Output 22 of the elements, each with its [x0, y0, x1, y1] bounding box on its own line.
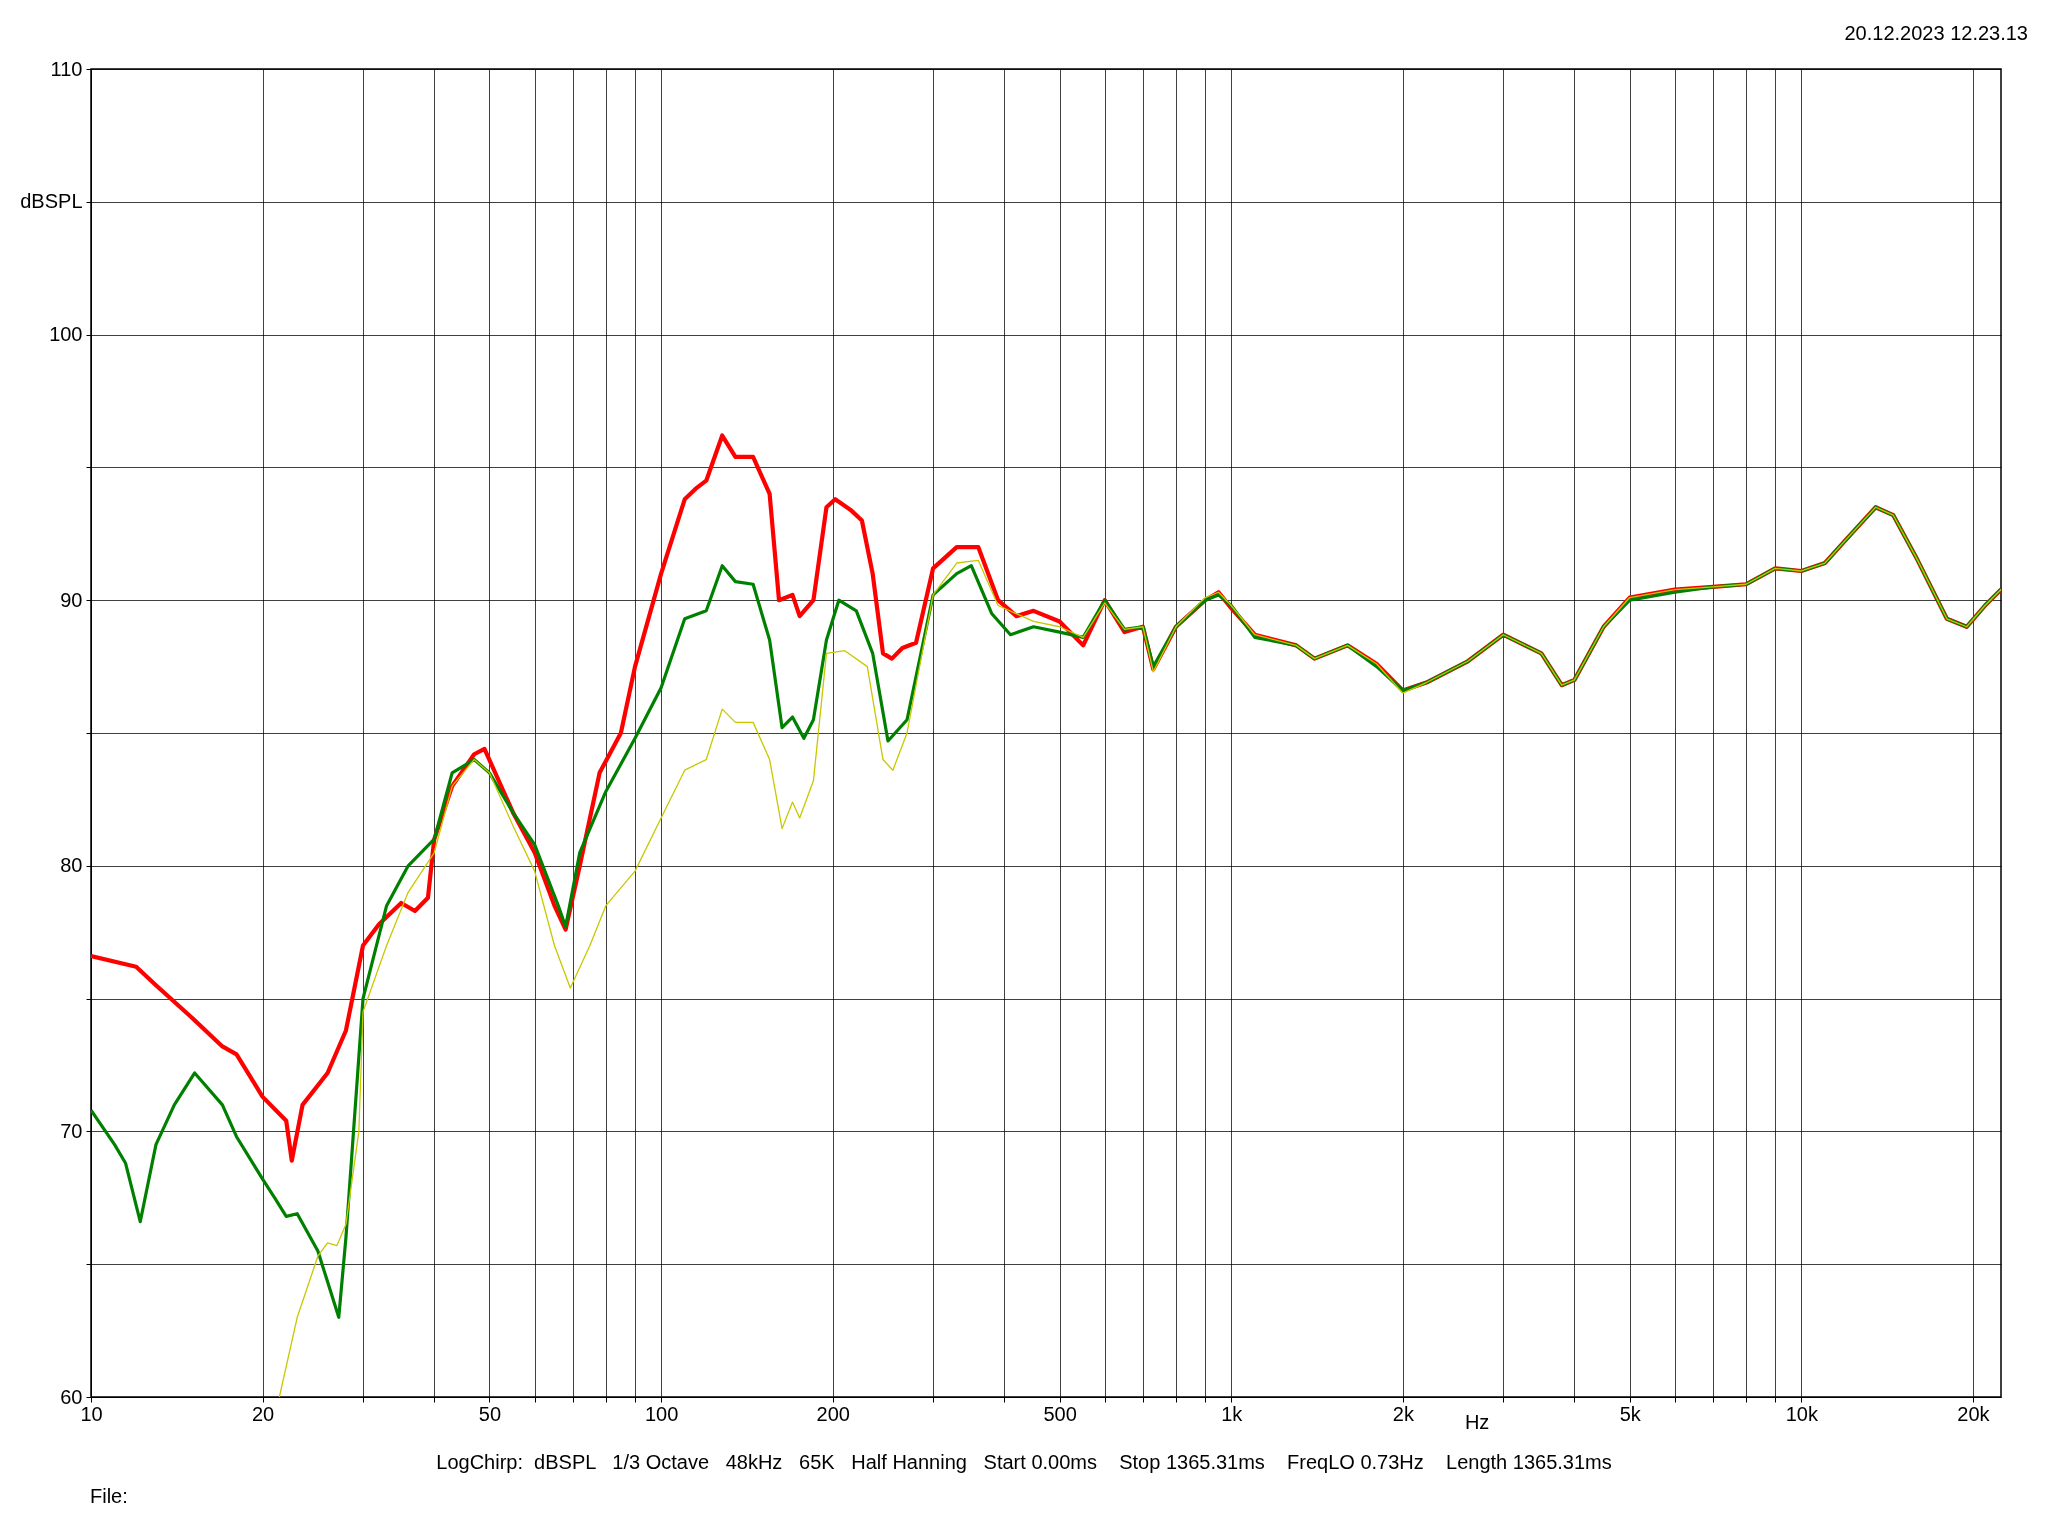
x-tick-label: 100	[644, 1402, 679, 1425]
y-tick-label: 110	[50, 57, 83, 80]
text: File:	[90, 1485, 128, 1508]
y-tick-label: 60	[60, 1385, 83, 1408]
x-tick-label: 20	[251, 1402, 275, 1425]
y-tick-label: 70	[60, 1119, 83, 1142]
text: LogChirp: dBSPL 1/3 Octave 48kHz 65K Half Hanning Start 0.00ms Stop 1365.31ms FreqLO 0.73Hz Length 1365.31ms	[435, 1451, 1613, 1474]
x-tick-label: 10	[80, 1402, 103, 1425]
x-tick-label: 2k	[1392, 1402, 1415, 1425]
y-tick-label: 90	[60, 588, 83, 611]
text: 20.12.2023 12.23.13	[1844, 22, 2028, 45]
x-tick-label: 10k	[1785, 1402, 1819, 1425]
x-tick-label: 20k	[1957, 1402, 1991, 1425]
x-tick-label: 200	[816, 1402, 850, 1425]
x-tick-label: 50	[478, 1402, 502, 1425]
x-tick-label: 5k	[1619, 1402, 1642, 1425]
x-tick-label: 500	[1043, 1402, 1077, 1425]
y-tick-label: dBSPL	[20, 190, 83, 213]
y-tick-label: 80	[60, 854, 83, 877]
x-tick-label: 1k	[1221, 1402, 1244, 1425]
y-tick-label: 100	[49, 323, 83, 346]
x-axis-title: Hz	[1464, 1411, 1490, 1433]
